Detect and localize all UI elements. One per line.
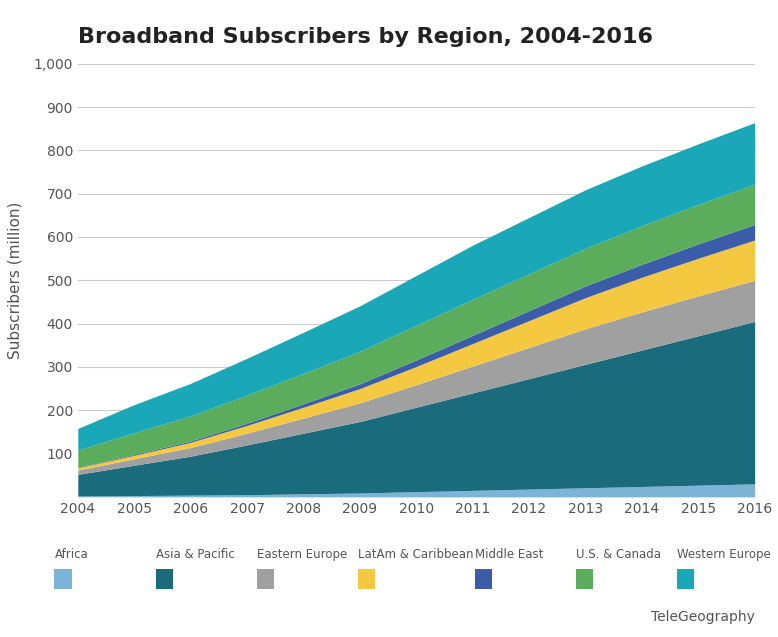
Text: Eastern Europe: Eastern Europe — [257, 548, 347, 561]
Text: Asia & Pacific: Asia & Pacific — [156, 548, 234, 561]
Y-axis label: Subscribers (million): Subscribers (million) — [7, 201, 23, 359]
Text: Broadband Subscribers by Region, 2004-2016: Broadband Subscribers by Region, 2004-20… — [78, 27, 653, 47]
Text: LatAm & Caribbean: LatAm & Caribbean — [358, 548, 473, 561]
Text: TeleGeography: TeleGeography — [650, 610, 755, 624]
Text: U.S. & Canada: U.S. & Canada — [576, 548, 661, 561]
Text: Western Europe: Western Europe — [677, 548, 771, 561]
Text: Middle East: Middle East — [475, 548, 543, 561]
Text: Africa: Africa — [54, 548, 88, 561]
